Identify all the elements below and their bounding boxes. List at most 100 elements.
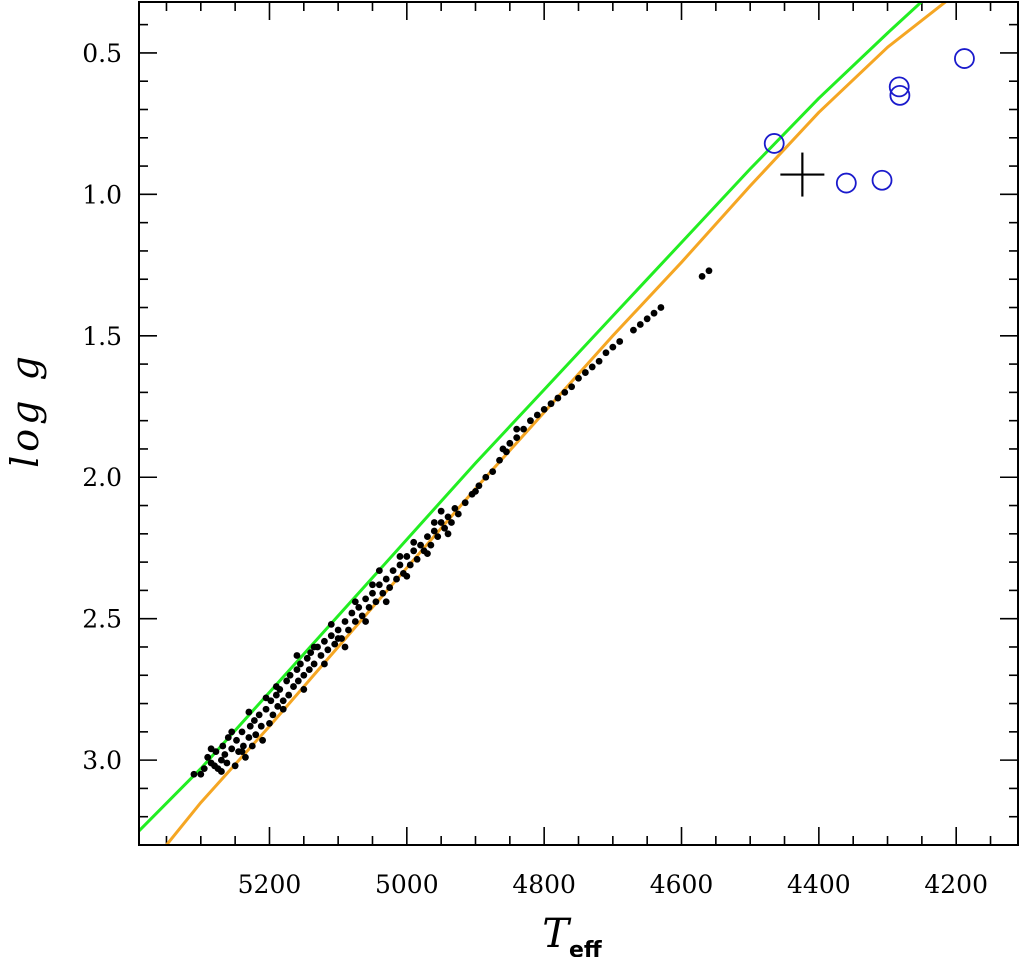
star-dot-point bbox=[341, 618, 349, 625]
star-dot-point bbox=[242, 753, 249, 761]
orange-track-line bbox=[165, 2, 948, 845]
star-dot-point bbox=[630, 326, 637, 334]
star-dot-point bbox=[403, 553, 411, 560]
star-dot-point bbox=[300, 671, 308, 679]
y-tick-label: 1.0 bbox=[82, 180, 122, 209]
star-dot-point bbox=[454, 510, 462, 518]
star-dot-point bbox=[540, 405, 548, 413]
star-dot-point bbox=[310, 660, 318, 668]
star-dot-point bbox=[221, 751, 229, 758]
star-dot-point bbox=[475, 482, 483, 490]
star-dot-point bbox=[396, 553, 404, 560]
star-dot-point bbox=[272, 691, 280, 699]
star-dot-point bbox=[527, 417, 534, 425]
y-tick-label: 2.5 bbox=[82, 605, 122, 634]
star-dot-point bbox=[369, 589, 376, 597]
star-dot-point bbox=[334, 635, 342, 642]
star-dot-point bbox=[246, 722, 254, 730]
star-dot-point bbox=[293, 652, 301, 659]
star-dot-point bbox=[245, 708, 253, 716]
star-dot-point bbox=[348, 609, 356, 617]
star-dot-point bbox=[616, 338, 624, 345]
star-dot-point bbox=[238, 728, 246, 736]
star-dot-point bbox=[238, 748, 246, 756]
x-axis-label-subscript: eff bbox=[569, 938, 603, 957]
star-dot-point bbox=[296, 660, 304, 668]
y-axis-label: log g bbox=[3, 352, 47, 468]
tick-labels: 5200 5000 4800 4600 4400 4200 0.5 1.0 1.5 2.0 2.5 3… bbox=[82, 39, 988, 899]
star-dot-point bbox=[424, 533, 431, 541]
star-dot-point bbox=[362, 595, 370, 603]
star-dot-point bbox=[255, 711, 263, 719]
x-tick-label: 4800 bbox=[512, 870, 576, 899]
star-dot-point bbox=[197, 770, 205, 778]
green-track-line bbox=[139, 2, 924, 832]
series-lines bbox=[139, 2, 948, 845]
star-dot-point bbox=[219, 742, 227, 750]
star-dot-point bbox=[279, 697, 287, 705]
x-tick-label: 4600 bbox=[650, 870, 714, 899]
star-dot-point bbox=[305, 666, 313, 674]
star-dot-point bbox=[379, 589, 387, 597]
star-dot-point bbox=[554, 394, 562, 402]
star-dot-point bbox=[650, 309, 658, 317]
star-dot-point bbox=[218, 756, 225, 764]
x-axis-label-main: T bbox=[542, 911, 572, 957]
star-dot-point bbox=[303, 654, 311, 662]
star-dot-point bbox=[698, 272, 706, 280]
star-dot-point bbox=[223, 759, 231, 767]
star-dot-point bbox=[643, 315, 651, 323]
star-dot-point bbox=[410, 538, 418, 546]
star-dot-point bbox=[705, 267, 713, 275]
star-dot-point bbox=[341, 643, 349, 651]
star-dot-point bbox=[283, 677, 291, 685]
star-dot-point bbox=[427, 541, 435, 549]
star-dot-point bbox=[581, 369, 589, 376]
star-dot-point bbox=[482, 473, 490, 481]
star-dot-point bbox=[239, 742, 247, 750]
star-dot-point bbox=[386, 584, 394, 591]
star-dot-point bbox=[269, 711, 277, 719]
star-dot-point bbox=[285, 691, 293, 699]
star-dot-point bbox=[257, 722, 265, 730]
star-dot-point bbox=[228, 745, 236, 753]
star-dot-point bbox=[262, 705, 270, 713]
star-dot-point bbox=[444, 513, 452, 521]
x-tick-label: 4200 bbox=[924, 870, 988, 899]
star-dot-point bbox=[382, 598, 390, 606]
star-dot-point bbox=[417, 541, 424, 549]
star-dot-point bbox=[362, 618, 370, 625]
star-dot-point bbox=[327, 620, 335, 628]
y-tick-label: 1.5 bbox=[82, 322, 122, 351]
star-dot-point bbox=[437, 507, 445, 515]
star-dot-point bbox=[324, 646, 332, 654]
star-dot-point bbox=[274, 702, 282, 710]
series-markers bbox=[190, 48, 975, 778]
star-dot-point bbox=[375, 567, 383, 575]
star-dot-point bbox=[228, 728, 236, 736]
star-dot-point bbox=[293, 666, 301, 674]
star-dot-point bbox=[252, 731, 260, 739]
star-dot-point bbox=[224, 734, 232, 741]
star-dot-point bbox=[355, 603, 363, 611]
star-dot-point bbox=[547, 400, 555, 408]
star-dot-point bbox=[331, 640, 339, 648]
star-dot-point bbox=[345, 626, 352, 634]
star-dot-point bbox=[266, 719, 273, 727]
star-dot-point bbox=[451, 504, 459, 512]
star-dot-point bbox=[410, 547, 418, 555]
star-dot-point bbox=[499, 445, 507, 453]
star-dot-point bbox=[200, 765, 208, 773]
star-dot-point bbox=[327, 632, 335, 640]
star-dot-point bbox=[441, 524, 448, 532]
star-dot-point bbox=[520, 425, 527, 433]
star-dot-point bbox=[657, 304, 665, 311]
star-dot-point bbox=[248, 742, 256, 750]
star-dot-point bbox=[496, 456, 503, 464]
open-circle-point bbox=[888, 76, 910, 98]
star-dot-point bbox=[595, 357, 603, 365]
star-dot-point bbox=[262, 694, 270, 702]
star-dot-point bbox=[506, 439, 514, 447]
star-dot-point bbox=[290, 683, 297, 690]
star-dot-point bbox=[233, 736, 240, 744]
